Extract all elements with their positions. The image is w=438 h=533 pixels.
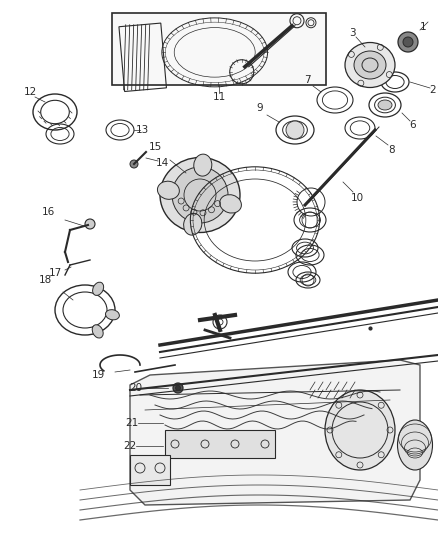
Text: 3: 3 [349,28,355,38]
Circle shape [85,219,95,229]
Bar [165,430,275,458]
Ellipse shape [92,325,103,338]
Ellipse shape [184,213,202,235]
Bar [130,455,170,485]
Text: 18: 18 [39,275,52,285]
Circle shape [398,32,418,52]
Text: 1: 1 [420,22,426,32]
Circle shape [403,37,413,47]
Text: 6: 6 [410,120,416,130]
Text: 22: 22 [124,441,137,451]
Text: 9: 9 [257,103,263,113]
Text: 20: 20 [130,383,142,393]
Text: 16: 16 [41,207,55,217]
Polygon shape [130,360,420,505]
Ellipse shape [160,157,240,232]
Bar [112,13,326,85]
Text: 11: 11 [212,92,226,102]
Text: 14: 14 [155,158,169,168]
Text: 13: 13 [135,125,148,135]
Ellipse shape [398,420,432,470]
Text: 17: 17 [48,268,62,278]
Text: 21: 21 [125,418,138,428]
Text: 12: 12 [23,87,37,97]
Ellipse shape [345,43,395,87]
Text: 10: 10 [350,193,364,203]
Bar [119,23,166,92]
Text: 2: 2 [430,85,436,95]
Text: 19: 19 [92,370,105,380]
Ellipse shape [325,390,395,470]
Text: 15: 15 [148,142,162,152]
Circle shape [172,167,228,223]
Circle shape [176,385,180,391]
Ellipse shape [92,282,104,295]
Ellipse shape [378,100,392,110]
Text: 7: 7 [304,75,310,85]
Circle shape [173,383,183,393]
Ellipse shape [220,195,241,213]
Ellipse shape [106,310,120,320]
Ellipse shape [354,51,386,79]
Text: 8: 8 [389,145,396,155]
Circle shape [286,121,304,139]
Ellipse shape [157,181,179,199]
Circle shape [130,160,138,168]
Ellipse shape [194,154,212,176]
